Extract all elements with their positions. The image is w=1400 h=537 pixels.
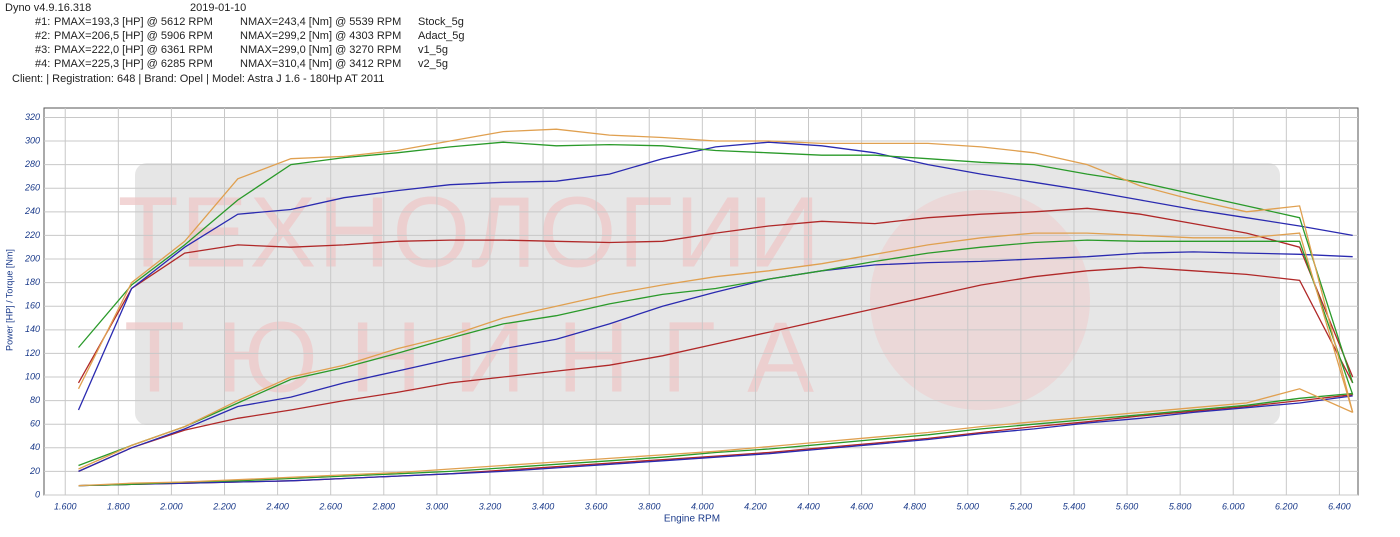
y-tick-label: 40: [30, 442, 40, 452]
run-nmax: NMAX=310,4 [Nm] @ 3412 RPM: [240, 58, 401, 70]
y-tick-label: 200: [24, 253, 40, 263]
y-tick-label: 20: [29, 466, 40, 476]
x-tick-label: 2.200: [212, 501, 236, 511]
x-tick-label: 6.200: [1275, 501, 1298, 511]
y-tick-label: 320: [25, 112, 40, 122]
x-tick-label: 6.000: [1222, 501, 1245, 511]
x-tick-label: 2.600: [318, 501, 342, 511]
curve: [78, 141, 1354, 384]
x-tick-label: 5.800: [1169, 501, 1192, 511]
x-axis-label: Engine RPM: [664, 514, 720, 525]
x-tick-label: 1.600: [54, 501, 77, 511]
run-id: #2:: [35, 30, 50, 42]
x-tick-label: 3.200: [479, 501, 502, 511]
watermark: ТЕХНОЛОГИИ Т Ю Н И Н Г А: [118, 163, 1280, 425]
x-tick-label: 5.400: [1063, 501, 1086, 511]
x-tick-label: 5.600: [1116, 501, 1139, 511]
run-id: #4:: [35, 58, 50, 70]
curve: [78, 266, 1354, 472]
curve: [77, 207, 1354, 384]
x-tick-label: 4.400: [797, 501, 820, 511]
x-tick-label: 2.000: [159, 501, 183, 511]
x-tick-label: 4.800: [903, 501, 926, 511]
run-pmax: PMAX=193,3 [HP] @ 5612 RPM: [54, 16, 213, 28]
curve: [78, 388, 1353, 487]
x-tick-label: 3.600: [585, 501, 608, 511]
run-pmax: PMAX=206,5 [HP] @ 5906 RPM: [54, 30, 213, 42]
y-tick-label: 120: [25, 348, 40, 358]
x-tick-label: 4.600: [850, 501, 873, 511]
curve: [78, 392, 1353, 487]
x-tick-label: 2.800: [372, 501, 396, 511]
run-nmax: NMAX=299,2 [Nm] @ 4303 RPM: [240, 30, 401, 42]
x-tick-label: 6.400: [1328, 501, 1351, 511]
y-tick-label: 280: [24, 159, 40, 169]
run-name: Adact_5g: [418, 30, 464, 42]
curve: [78, 232, 1354, 470]
x-tick-label: 5.200: [1010, 501, 1033, 511]
x-tick-label: 4.200: [744, 501, 767, 511]
x-tick-label: 3.000: [426, 501, 449, 511]
x-tick-label: 4.000: [691, 501, 714, 511]
curve: [77, 141, 1353, 411]
y-tick-label: 100: [25, 371, 40, 381]
y-tick-label: 220: [24, 230, 40, 240]
y-tick-label: 160: [25, 301, 40, 311]
y-axis-label: Power [HP] / Torque [Nm]: [4, 249, 14, 351]
x-tick-label: 5.000: [957, 501, 980, 511]
run-nmax: NMAX=243,4 [Nm] @ 5539 RPM: [240, 16, 401, 28]
y-tick-label: 60: [30, 419, 40, 429]
run-name: Stock_5g: [418, 16, 464, 28]
software-version: Dyno v4.9.16.318: [5, 2, 91, 14]
run-nmax: NMAX=299,0 [Nm] @ 3270 RPM: [240, 44, 401, 56]
run-id: #1:: [35, 16, 50, 28]
y-tick-label: 240: [24, 206, 40, 216]
watermark-text: Т Ю Н И Н Г А: [124, 301, 816, 413]
x-tick-label: 3.400: [532, 501, 555, 511]
run-name: v1_5g: [418, 44, 448, 56]
curve: [78, 239, 1354, 467]
run-id: #3:: [35, 44, 50, 56]
curve: [78, 395, 1353, 487]
x-tick-label: 1.800: [107, 501, 130, 511]
y-tick-label: 300: [25, 135, 40, 145]
watermark-text: ТЕХНОЛОГИИ: [118, 176, 823, 288]
y-tick-label: 0: [35, 489, 40, 499]
x-tick-label: 3.800: [638, 501, 661, 511]
curve: [78, 251, 1353, 472]
y-tick-label: 260: [24, 183, 40, 193]
curve: [77, 128, 1354, 413]
run-pmax: PMAX=225,3 [HP] @ 6285 RPM: [54, 58, 213, 70]
y-tick-label: 80: [30, 395, 40, 405]
run-pmax: PMAX=222,0 [HP] @ 6361 RPM: [54, 44, 213, 56]
y-tick-label: 180: [25, 277, 40, 287]
x-tick-label: 2.400: [265, 501, 289, 511]
client-info: Client: | Registration: 648 | Brand: Ope…: [12, 73, 384, 85]
y-tick-label: 140: [25, 324, 40, 334]
run-name: v2_5g: [418, 58, 448, 70]
run-date: 2019-01-10: [190, 2, 246, 14]
